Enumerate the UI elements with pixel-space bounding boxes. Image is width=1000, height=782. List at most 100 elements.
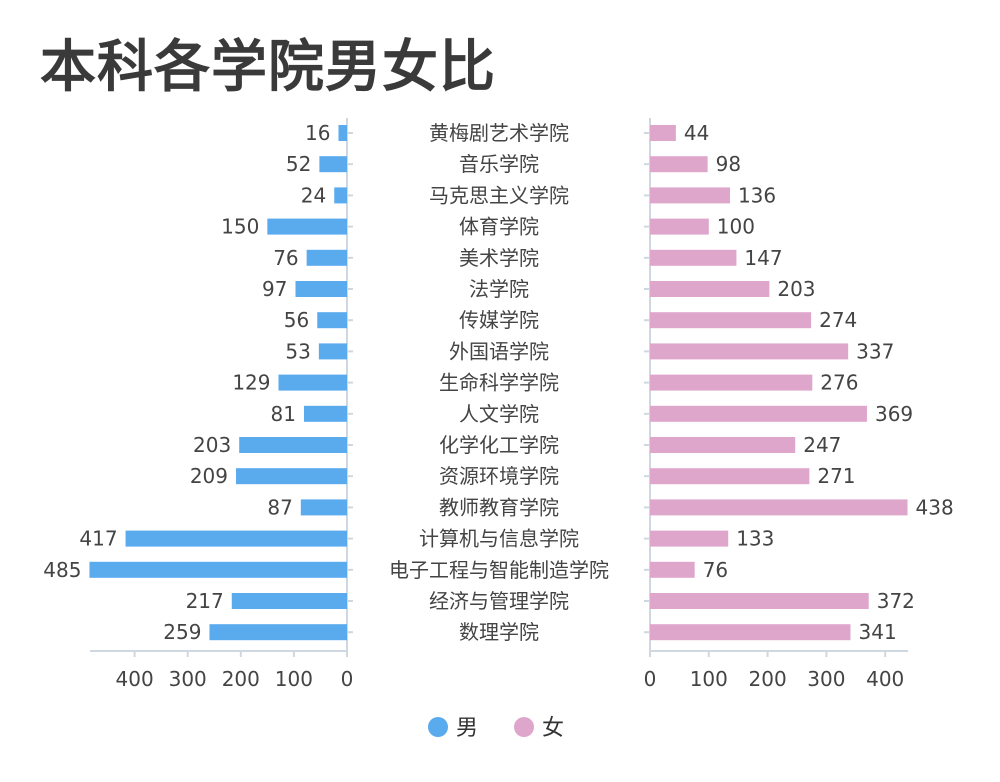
female-bar	[650, 125, 676, 141]
male-value-label: 97	[262, 277, 287, 301]
male-bar	[306, 249, 347, 266]
male-bar	[125, 530, 347, 547]
male-value-label: 16	[305, 121, 330, 145]
female-value-label: 136	[738, 183, 776, 207]
male-value-label: 56	[284, 308, 309, 332]
female-bar	[650, 218, 709, 235]
left-x-tick-label: 0	[341, 667, 354, 691]
female-bar	[650, 561, 695, 578]
category-label: 法学院	[469, 277, 529, 301]
female-value-label: 372	[877, 589, 915, 613]
right-x-tick-label: 200	[749, 667, 787, 691]
right-x-tick-label: 400	[866, 667, 904, 691]
legend-label-female: 女	[542, 716, 564, 741]
female-bar	[650, 437, 796, 453]
right-x-tick-label: 0	[644, 667, 657, 691]
female-value-label: 100	[717, 215, 755, 239]
female-value-label: 438	[916, 495, 954, 519]
male-value-label: 76	[273, 246, 298, 270]
legend-marker-male	[428, 717, 448, 737]
male-bar	[267, 218, 347, 235]
female-bar	[650, 249, 737, 266]
female-bar	[650, 499, 908, 516]
male-bar	[295, 281, 347, 297]
female-value-label: 247	[803, 433, 841, 457]
male-bar	[338, 125, 347, 141]
category-label: 生命科学学院	[439, 371, 559, 395]
left-x-tick-label: 200	[222, 667, 260, 691]
female-value-label: 76	[703, 558, 728, 582]
male-value-label: 217	[186, 589, 224, 613]
category-label: 传媒学院	[459, 308, 539, 332]
female-bar	[650, 624, 851, 641]
right-x-tick-label: 300	[807, 667, 845, 691]
female-bar	[650, 468, 810, 485]
female-bar	[650, 530, 729, 547]
male-value-label: 485	[43, 558, 81, 582]
female-bar	[650, 281, 770, 297]
male-value-label: 417	[79, 527, 117, 551]
category-label: 教师教育学院	[439, 495, 559, 519]
male-bar	[278, 374, 347, 391]
female-value-label: 98	[716, 152, 741, 176]
female-value-label: 133	[736, 527, 774, 551]
category-label: 外国语学院	[449, 339, 549, 363]
category-label: 体育学院	[459, 215, 539, 239]
male-value-label: 24	[301, 183, 326, 207]
category-label: 数理学院	[459, 620, 539, 644]
female-value-label: 147	[744, 246, 782, 270]
left-x-tick-label: 300	[169, 667, 207, 691]
male-bar	[236, 468, 347, 485]
category-label: 电子工程与智能制造学院	[389, 558, 609, 582]
male-bar	[334, 187, 347, 204]
male-bar	[303, 405, 347, 422]
female-value-label: 271	[817, 464, 855, 488]
female-bar	[650, 343, 849, 360]
female-value-label: 337	[856, 339, 894, 363]
left-x-tick-label: 400	[116, 667, 154, 691]
legend-label-male: 男	[456, 716, 478, 741]
female-value-label: 276	[820, 371, 858, 395]
male-value-label: 203	[193, 433, 231, 457]
category-label: 音乐学院	[459, 152, 539, 176]
female-bar	[650, 374, 813, 391]
category-label: 经济与管理学院	[429, 589, 569, 613]
male-bar	[209, 624, 347, 641]
female-bar	[650, 593, 869, 609]
male-bar	[300, 499, 347, 516]
left-x-tick-label: 100	[275, 667, 313, 691]
female-bar	[650, 156, 708, 173]
male-bar	[89, 561, 347, 578]
male-bar	[317, 312, 347, 329]
right-x-tick-label: 100	[690, 667, 728, 691]
male-value-label: 52	[286, 152, 311, 176]
male-bar	[239, 437, 347, 453]
male-value-label: 53	[285, 339, 310, 363]
category-label: 资源环境学院	[439, 464, 559, 488]
male-value-label: 87	[267, 495, 292, 519]
male-value-label: 259	[163, 620, 201, 644]
category-label: 马克思主义学院	[429, 183, 569, 207]
female-bar	[650, 405, 867, 422]
female-bar	[650, 312, 812, 329]
category-label: 美术学院	[459, 246, 539, 270]
male-bar	[319, 156, 347, 173]
male-value-label: 81	[271, 402, 296, 426]
category-label: 计算机与信息学院	[419, 527, 579, 551]
male-bar	[231, 593, 347, 609]
female-bar	[650, 187, 730, 204]
female-value-label: 274	[819, 308, 857, 332]
male-value-label: 129	[232, 371, 270, 395]
category-label: 人文学院	[459, 402, 539, 426]
female-value-label: 203	[777, 277, 815, 301]
male-value-label: 150	[221, 215, 259, 239]
female-value-label: 44	[684, 121, 709, 145]
chart-title: 本科各学院男女比	[40, 35, 496, 100]
female-value-label: 369	[875, 402, 913, 426]
male-value-label: 209	[190, 464, 228, 488]
category-label: 化学化工学院	[439, 433, 559, 457]
category-label: 黄梅剧艺术学院	[429, 121, 569, 145]
male-bar	[318, 343, 347, 360]
female-value-label: 341	[859, 620, 897, 644]
